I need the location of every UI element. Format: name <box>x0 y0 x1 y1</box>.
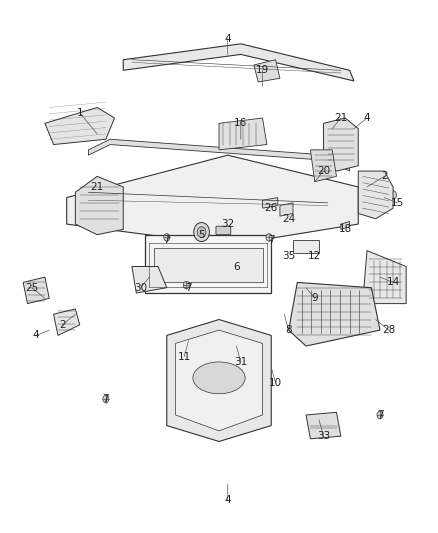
Polygon shape <box>323 118 358 171</box>
Text: 15: 15 <box>391 198 404 208</box>
FancyBboxPatch shape <box>216 226 231 235</box>
Text: 30: 30 <box>134 282 147 293</box>
Circle shape <box>194 222 209 241</box>
Text: 5: 5 <box>198 230 205 240</box>
Ellipse shape <box>193 362 245 394</box>
Text: 14: 14 <box>386 277 400 287</box>
Polygon shape <box>167 319 271 441</box>
Text: 1: 1 <box>76 108 83 118</box>
Text: 7: 7 <box>185 282 192 293</box>
Text: 35: 35 <box>282 251 295 261</box>
Polygon shape <box>154 248 262 282</box>
Polygon shape <box>254 60 280 82</box>
Circle shape <box>390 191 396 199</box>
Text: 4: 4 <box>224 34 231 44</box>
Text: 7: 7 <box>268 235 275 245</box>
Text: 21: 21 <box>334 113 347 123</box>
Bar <box>293 240 319 253</box>
Polygon shape <box>45 108 115 144</box>
Text: 33: 33 <box>317 431 330 441</box>
Polygon shape <box>53 309 80 335</box>
Text: 26: 26 <box>265 203 278 213</box>
Polygon shape <box>341 221 350 229</box>
Text: 11: 11 <box>177 352 191 361</box>
Text: 4: 4 <box>364 113 370 123</box>
Text: 8: 8 <box>285 325 292 335</box>
Text: 4: 4 <box>33 330 39 341</box>
Text: 20: 20 <box>317 166 330 176</box>
Text: 31: 31 <box>234 357 247 367</box>
Text: 7: 7 <box>102 394 109 404</box>
Polygon shape <box>176 330 262 431</box>
Text: 16: 16 <box>234 118 247 128</box>
Text: 21: 21 <box>91 182 104 192</box>
Text: 25: 25 <box>25 282 39 293</box>
Text: 2: 2 <box>381 172 388 181</box>
Circle shape <box>266 233 272 241</box>
Polygon shape <box>23 277 49 304</box>
Polygon shape <box>123 44 354 81</box>
Text: 18: 18 <box>339 224 352 235</box>
Polygon shape <box>67 155 358 245</box>
Polygon shape <box>219 118 267 150</box>
Polygon shape <box>75 176 123 235</box>
Text: 4: 4 <box>224 495 231 505</box>
Text: 28: 28 <box>382 325 396 335</box>
Polygon shape <box>262 198 278 208</box>
Polygon shape <box>132 266 167 293</box>
Text: 7: 7 <box>377 410 383 420</box>
Polygon shape <box>280 203 293 216</box>
Polygon shape <box>289 282 380 346</box>
Text: 7: 7 <box>163 235 170 245</box>
Polygon shape <box>145 235 271 293</box>
Circle shape <box>197 227 206 237</box>
Text: 2: 2 <box>59 320 66 330</box>
Text: 9: 9 <box>311 293 318 303</box>
Polygon shape <box>358 171 393 219</box>
Polygon shape <box>88 139 350 171</box>
Text: 12: 12 <box>308 251 321 261</box>
Polygon shape <box>306 413 341 439</box>
Text: 19: 19 <box>256 66 269 75</box>
Circle shape <box>184 281 189 289</box>
Text: 24: 24 <box>282 214 295 224</box>
Text: 32: 32 <box>221 219 234 229</box>
Polygon shape <box>363 251 406 304</box>
Circle shape <box>164 233 170 241</box>
Text: 6: 6 <box>233 262 240 271</box>
Polygon shape <box>311 150 336 182</box>
Circle shape <box>377 411 383 419</box>
Text: 10: 10 <box>269 378 282 388</box>
Circle shape <box>103 395 109 403</box>
